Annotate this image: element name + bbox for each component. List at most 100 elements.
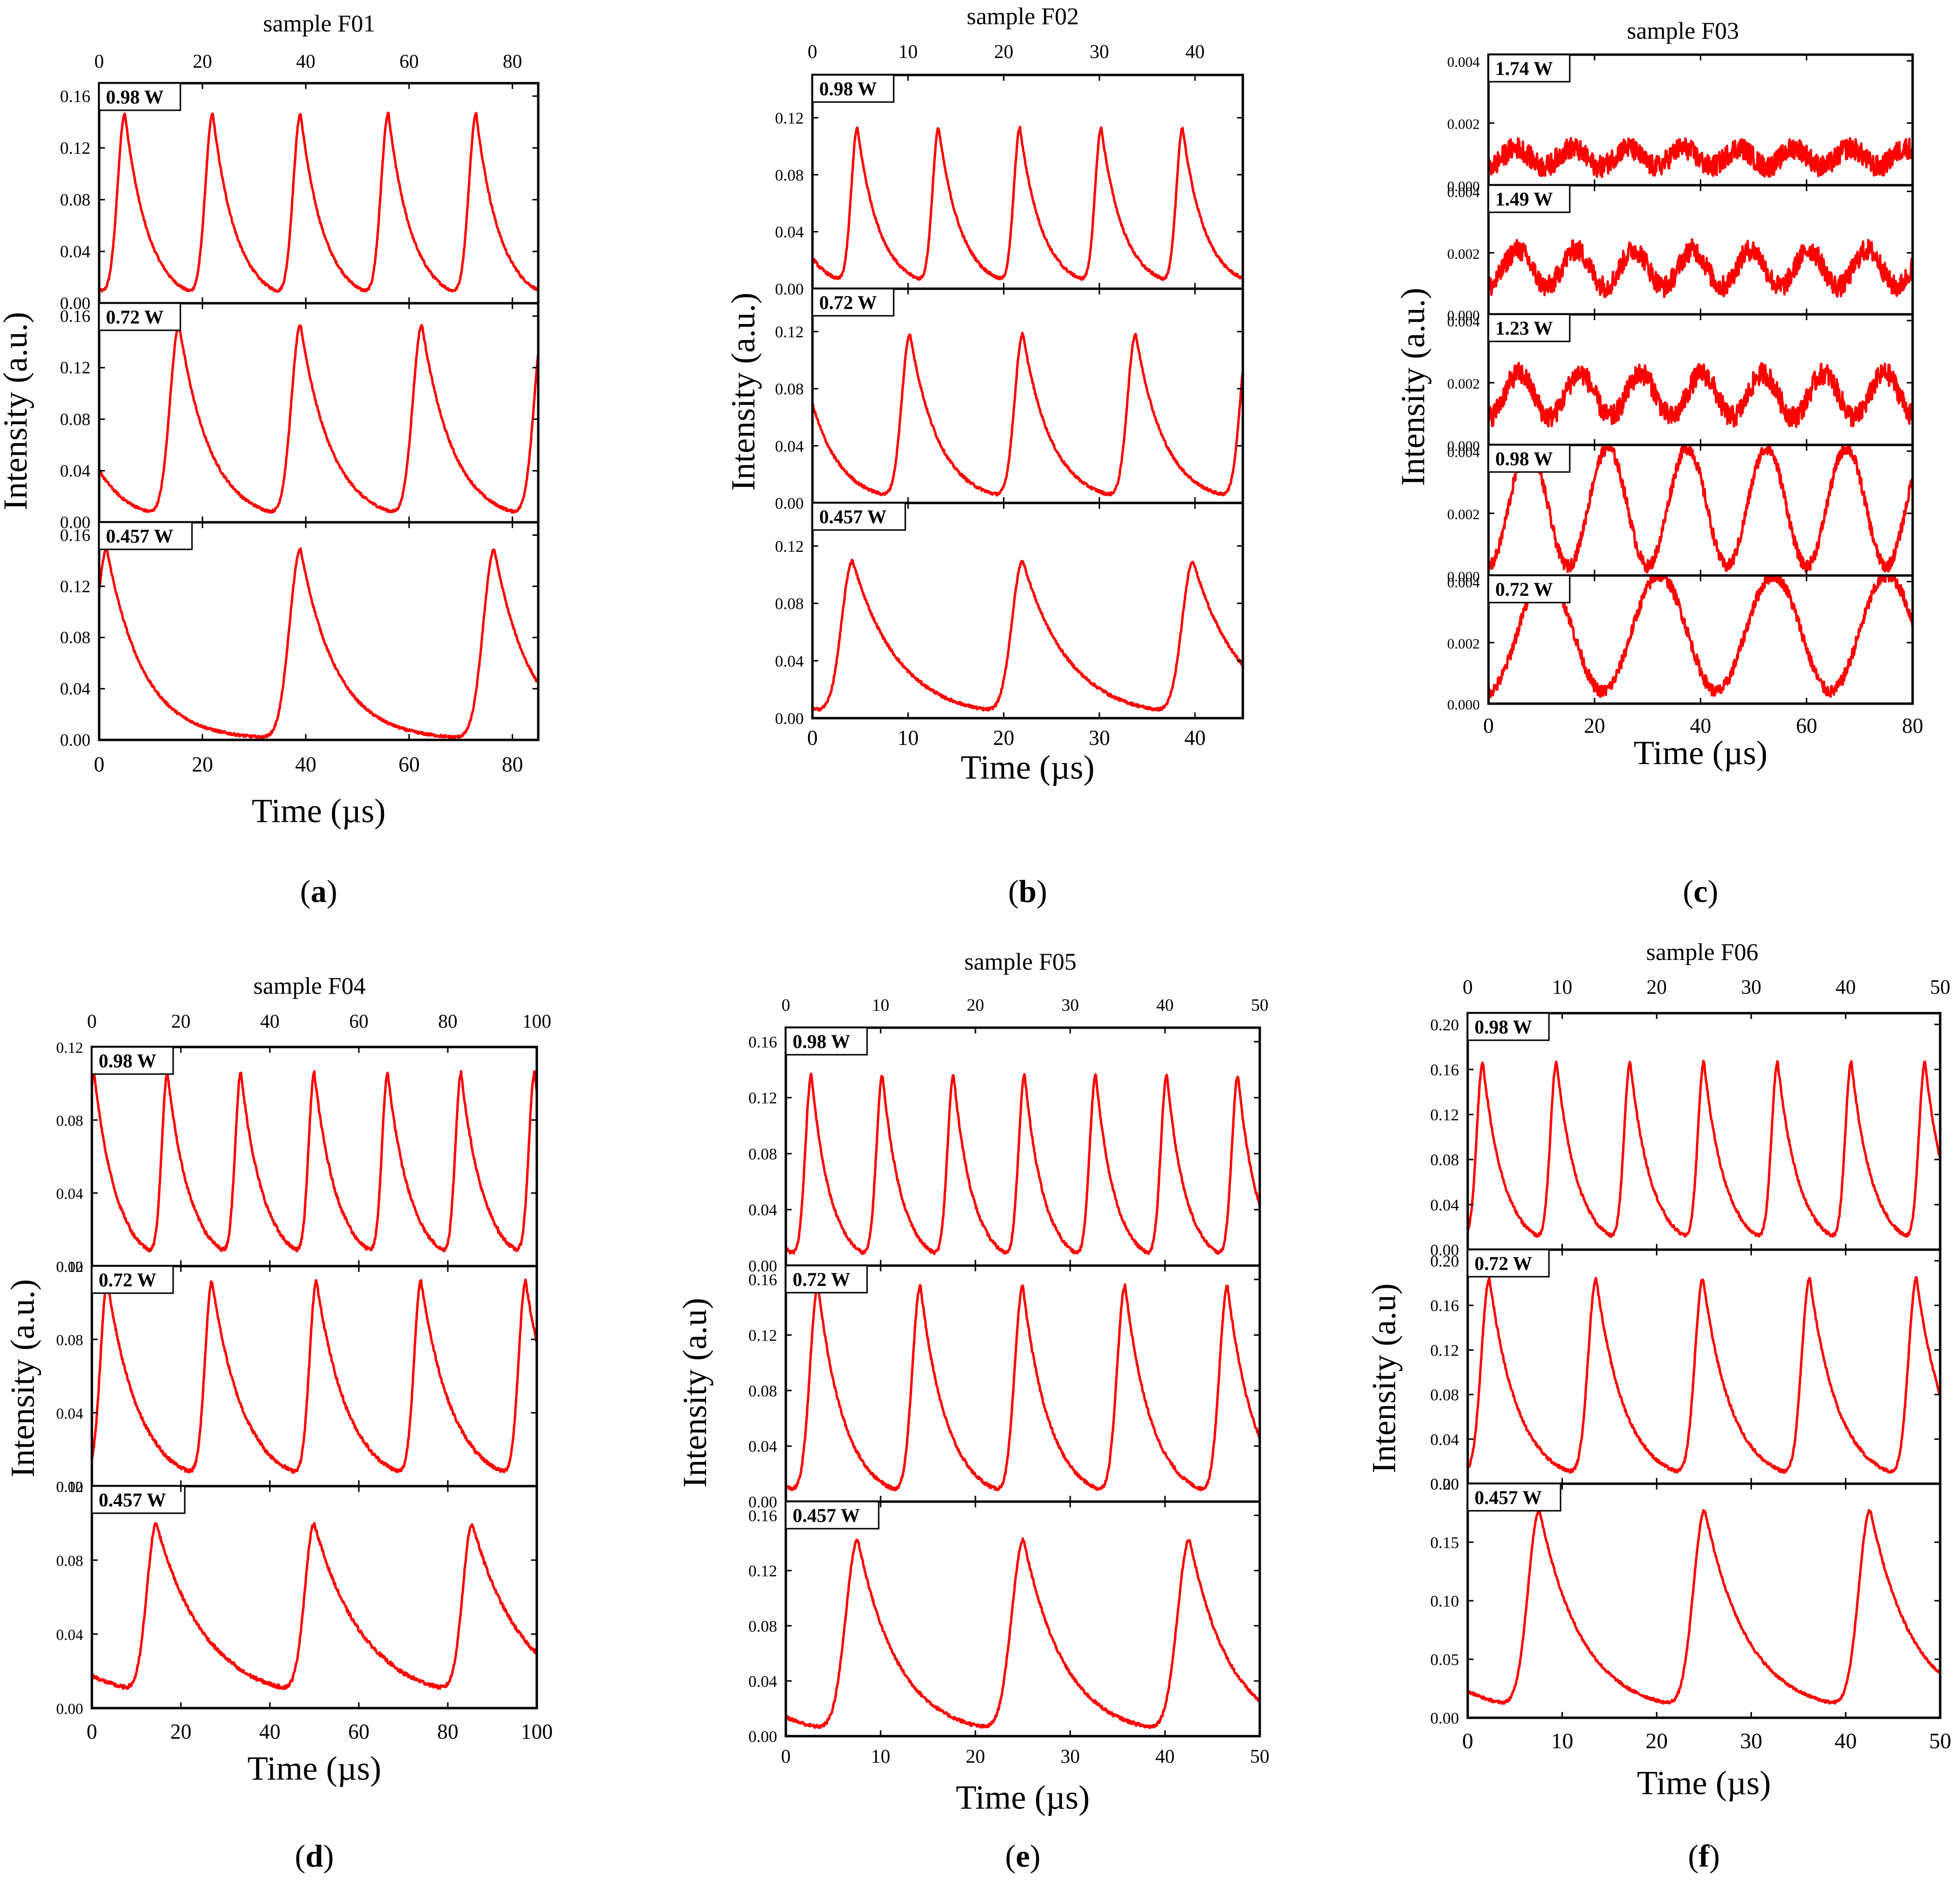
legend-label: 0.457 W [99,1489,166,1511]
series-frame [811,287,1244,504]
data-trace-0 [1468,1060,1940,1238]
top-axis-tick-label: 20 [967,995,984,1015]
top-axis-tick-label: 60 [349,1010,368,1032]
data-trace-0 [99,112,538,293]
x-tick-label: 0 [1483,714,1494,738]
y-tick-label: 0.12 [775,324,804,341]
top-axis-tick-label: 30 [1090,41,1109,62]
y-tick-label: 0.15 [1430,1534,1459,1552]
legend-label: 1.49 W [1495,188,1553,210]
y-tick-label: 0.00 [1430,1710,1459,1727]
legend-box [98,302,181,331]
y-tick-label: 0.08 [749,1145,778,1163]
y-tick-label: 0.16 [60,87,90,106]
panel-label: (a) [300,874,338,909]
y-tick-label: 0.004 [1447,185,1480,201]
series-panel-1: 0.00 0.04 0.08 0.12 0.16 0.72 W [749,1264,1261,1511]
series-panel-0: 0.00 0.04 0.08 0.12 0.16 0.98 W [749,1026,1261,1275]
data-trace-0 [812,126,1243,281]
data-trace-1 [92,1278,537,1474]
y-axis-label: Intensity (a.u) [677,1298,714,1488]
data-trace-0 [1488,137,1913,178]
x-tick-label: 20 [966,1745,985,1767]
y-tick-label: 0.04 [1430,1196,1459,1214]
legend-box [1467,1249,1550,1278]
y-tick-label: 0.12 [56,1258,83,1275]
y-tick-label: 0.12 [749,1563,778,1580]
legend-label: 0.72 W [819,292,877,313]
y-tick-label: 0.00 [60,730,90,750]
legend-label: 0.72 W [99,1269,156,1291]
top-axis-tick-label: 20 [171,1010,191,1032]
x-tick-label: 20 [192,752,213,776]
panel-label: (d) [295,1839,334,1874]
x-tick-label: 30 [1061,1745,1080,1767]
y-tick-label: 0.004 [1447,54,1480,70]
top-axis-tick-label: 50 [1930,976,1950,999]
x-tick-label: 30 [1089,726,1110,750]
series-panel-0: 0.00 0.04 0.08 0.12 0.16 0.20 0.98 W [1430,1012,1942,1259]
y-tick-label: 0.08 [1430,1151,1459,1169]
y-tick-label: 0.04 [60,679,90,698]
y-tick-label: 0.08 [775,166,804,184]
legend-box [785,1027,868,1056]
legend-label: 0.72 W [1474,1253,1532,1274]
y-tick-label: 0.00 [775,280,804,298]
panel-label: (f) [1688,1839,1720,1874]
y-tick-label: 0.12 [60,576,90,596]
y-tick-label: 0.12 [56,1478,83,1495]
y-axis-label: Intensity (a.u.) [1395,288,1432,486]
y-tick-label: 0.002 [1447,376,1480,392]
y-tick-label: 0.12 [60,358,90,377]
x-tick-label: 10 [871,1745,890,1767]
y-tick-label: 0.04 [775,223,804,241]
y-axis-label: Intensity (a.u.) [0,312,34,510]
series-frame [811,502,1244,720]
y-tick-label: 0.12 [1430,1342,1459,1359]
series-panel-2: 0.000 0.002 0.004 1.23 W [1447,313,1914,454]
series-frame [98,521,540,741]
y-tick-label: 0.00 [56,1258,83,1275]
y-tick-label: 0.16 [1430,1297,1459,1315]
top-axis-tick-label: 10 [899,41,918,62]
data-trace-2 [786,1537,1260,1729]
chart-title: sample F05 [964,948,1076,975]
x-tick-label: 0 [781,1745,791,1767]
y-tick-label: 0.12 [749,1327,778,1345]
y-tick-label: 0.002 [1447,246,1480,262]
x-tick-label: 40 [1184,726,1206,750]
series-frame [784,1026,1261,1267]
legend-label: 0.98 W [106,86,163,108]
y-tick-label: 0.00 [749,1493,778,1511]
data-trace-1 [99,323,538,514]
x-tick-label: 20 [170,1720,192,1743]
top-axis-tick-label: 0 [94,50,104,72]
y-tick-label: 0.12 [60,138,90,158]
y-tick-label: 0.12 [1430,1106,1459,1124]
y-tick-label: 0.08 [749,1382,778,1400]
top-axis-tick-label: 10 [872,995,889,1015]
legend-label: 0.457 W [793,1504,860,1526]
legend-label: 0.98 W [819,78,877,100]
series-frame [811,74,1244,290]
y-tick-label: 0.08 [56,1331,83,1349]
y-tick-label: 0.20 [1430,1475,1459,1493]
y-tick-label: 0.00 [1430,1475,1459,1493]
y-tick-label: 0.04 [56,1185,83,1202]
legend-label: 0.98 W [1495,448,1553,470]
y-axis-label: Intensity (a.u) [1366,1283,1403,1474]
series-panel-2: 0.00 0.04 0.08 0.12 0.457 W [56,1478,538,1717]
legend-box [1467,1012,1550,1041]
series-frame [1466,1482,1942,1719]
legend-label: 0.72 W [793,1268,850,1290]
chart-panel-f: sample F06 0 10 20 30 40 50 0.00 0.04 0.08 0.12 0.1… [1366,938,1951,1874]
legend-box [785,1265,868,1294]
legend-label: 0.457 W [106,525,173,547]
y-tick-label: 0.08 [60,190,90,209]
series-frame [90,1485,538,1710]
y-tick-label: 0.04 [56,1404,83,1422]
x-tick-label: 20 [1646,1728,1668,1753]
top-axis-tick-label: 80 [503,50,522,72]
